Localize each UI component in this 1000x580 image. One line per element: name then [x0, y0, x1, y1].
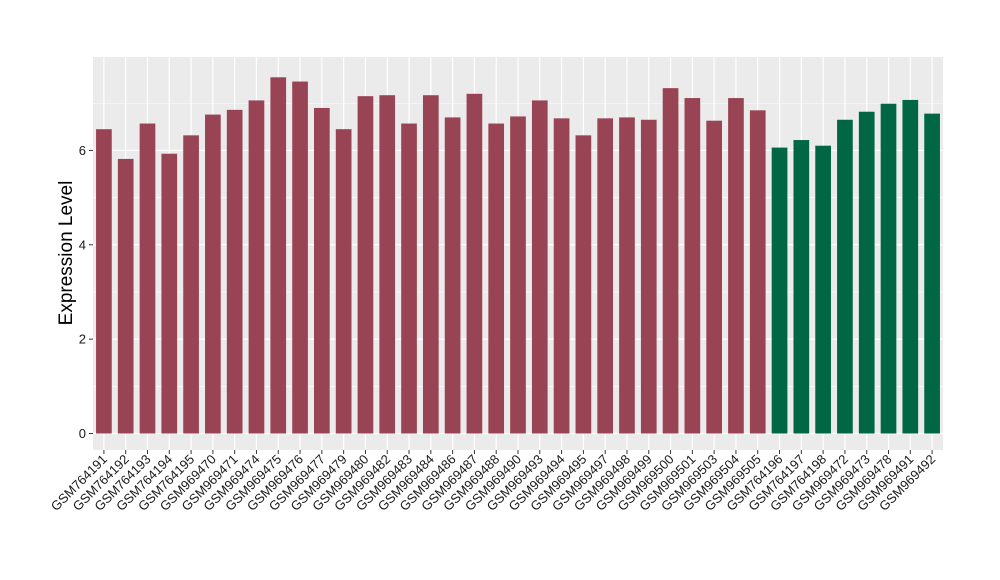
- bar-gsm969501: [684, 98, 701, 434]
- bar-gsm969476: [292, 81, 308, 434]
- bar-gsm969478: [880, 103, 897, 434]
- bar-gsm969475: [270, 77, 287, 434]
- bars: [96, 77, 940, 434]
- bar-gsm969497: [597, 118, 614, 434]
- y-axis: 0 2 4 6: [79, 143, 93, 441]
- bar-gsm764195: [183, 135, 199, 434]
- bar-gsm969490: [510, 116, 526, 434]
- bar-gsm969495: [575, 135, 592, 434]
- bar-gsm969479: [335, 129, 352, 434]
- bar-gsm969492: [924, 113, 940, 434]
- bar-gsm969484: [422, 95, 439, 434]
- bar-gsm969499: [640, 119, 657, 434]
- bar-gsm969500: [662, 88, 679, 434]
- bar-gsm969503: [706, 120, 722, 434]
- y-axis-title: Expression Level: [56, 181, 77, 326]
- bar-gsm969494: [553, 118, 570, 434]
- bar-gsm764192: [117, 158, 134, 434]
- bar-gsm969477: [314, 107, 330, 434]
- bar-gsm969480: [357, 96, 374, 434]
- bar-gsm764197: [793, 140, 810, 434]
- bar-gsm969472: [837, 119, 853, 434]
- bar-gsm969504: [728, 98, 744, 434]
- bar-gsm969474: [248, 100, 265, 434]
- bar-gsm969491: [902, 99, 919, 434]
- y-tick-label: 2: [79, 332, 86, 347]
- bar-gsm969487: [466, 93, 483, 434]
- y-tick-label: 6: [79, 143, 86, 158]
- bar-gsm764194: [161, 153, 178, 434]
- y-tick-label: 4: [79, 237, 86, 252]
- bar-gsm969486: [444, 117, 461, 434]
- bar-gsm969471: [226, 109, 243, 434]
- bar-gsm969498: [619, 117, 635, 434]
- bar-gsm969470: [205, 114, 221, 434]
- bar-gsm969505: [749, 110, 766, 434]
- bar-gsm764196: [771, 147, 788, 434]
- y-tick-label: 0: [79, 426, 86, 441]
- bar-gsm969493: [531, 100, 548, 434]
- bar-gsm764191: [96, 129, 112, 434]
- bar-gsm764198: [815, 145, 831, 434]
- bar-gsm764193: [139, 123, 156, 434]
- x-axis: GSM764191GSM764192GSM764193GSM764194GSM7…: [48, 450, 938, 514]
- bar-gsm969488: [488, 123, 505, 434]
- bar-gsm969482: [379, 95, 396, 434]
- bar-gsm969483: [401, 123, 417, 434]
- bar-gsm969473: [858, 111, 875, 434]
